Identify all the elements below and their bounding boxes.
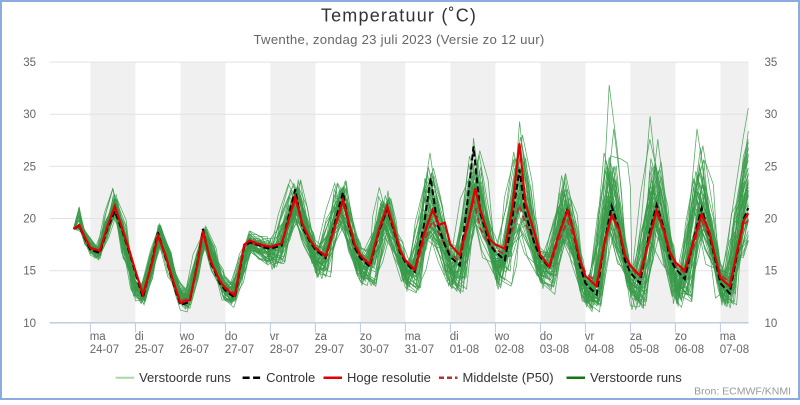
svg-text:Bron: ECMWF/KNMI: Bron: ECMWF/KNMI <box>694 386 791 398</box>
svg-text:za: za <box>315 331 328 343</box>
svg-text:Hoge resolutie: Hoge resolutie <box>347 370 431 385</box>
svg-text:Verstoorde runs: Verstoorde runs <box>590 370 682 385</box>
svg-text:27-07: 27-07 <box>225 344 254 356</box>
svg-text:za: za <box>630 331 643 343</box>
svg-text:vr: vr <box>585 331 595 343</box>
svg-text:35: 35 <box>765 57 778 69</box>
svg-text:zo: zo <box>675 331 687 343</box>
svg-text:Twenthe, zondag 23 juli 2023 (: Twenthe, zondag 23 juli 2023 (Versie zo … <box>253 32 544 47</box>
svg-text:25: 25 <box>23 161 36 173</box>
svg-text:05-08: 05-08 <box>630 344 659 356</box>
svg-text:10: 10 <box>23 318 36 330</box>
svg-text:zo: zo <box>360 331 372 343</box>
svg-text:20: 20 <box>765 214 778 226</box>
svg-text:Temperatuur (˚C): Temperatuur (˚C) <box>321 6 477 26</box>
svg-text:ma: ma <box>90 331 107 343</box>
svg-text:ma: ma <box>405 331 422 343</box>
svg-text:28-07: 28-07 <box>270 344 299 356</box>
svg-text:Middelste (P50): Middelste (P50) <box>463 370 554 385</box>
svg-text:Verstoorde runs: Verstoorde runs <box>139 370 231 385</box>
svg-text:07-08: 07-08 <box>720 344 749 356</box>
svg-text:di: di <box>450 331 459 343</box>
svg-text:10: 10 <box>765 318 778 330</box>
svg-text:06-08: 06-08 <box>675 344 704 356</box>
svg-text:30-07: 30-07 <box>360 344 389 356</box>
svg-text:di: di <box>135 331 144 343</box>
svg-text:vr: vr <box>270 331 280 343</box>
svg-text:30: 30 <box>765 109 778 121</box>
svg-text:Controle: Controle <box>266 370 315 385</box>
svg-text:25: 25 <box>765 161 778 173</box>
svg-text:03-08: 03-08 <box>540 344 569 356</box>
svg-text:15: 15 <box>765 266 778 278</box>
svg-text:do: do <box>540 331 553 343</box>
svg-text:30: 30 <box>23 109 36 121</box>
svg-text:15: 15 <box>23 266 36 278</box>
svg-text:04-08: 04-08 <box>585 344 614 356</box>
svg-text:26-07: 26-07 <box>180 344 209 356</box>
svg-text:02-08: 02-08 <box>495 344 524 356</box>
svg-text:01-08: 01-08 <box>450 344 479 356</box>
svg-text:wo: wo <box>494 331 510 343</box>
svg-text:29-07: 29-07 <box>315 344 344 356</box>
svg-text:do: do <box>225 331 238 343</box>
svg-text:24-07: 24-07 <box>90 344 119 356</box>
svg-text:ma: ma <box>720 331 737 343</box>
svg-text:25-07: 25-07 <box>135 344 164 356</box>
svg-text:35: 35 <box>23 57 36 69</box>
svg-text:wo: wo <box>179 331 195 343</box>
svg-text:20: 20 <box>23 214 36 226</box>
svg-text:31-07: 31-07 <box>405 344 434 356</box>
